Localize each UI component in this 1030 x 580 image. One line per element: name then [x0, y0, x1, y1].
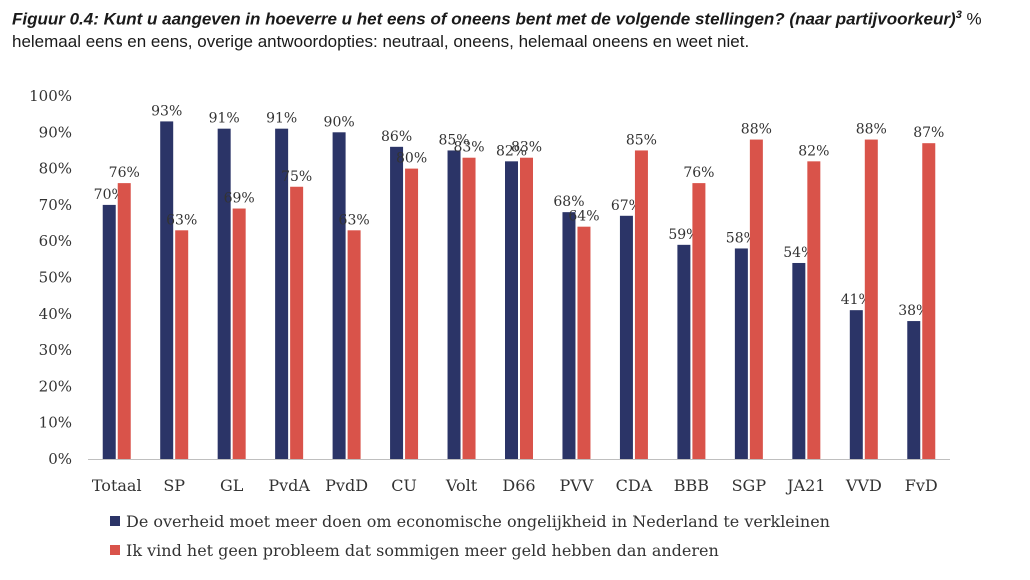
title-superscript: 3 [955, 9, 962, 21]
bar-series-2 [117, 183, 131, 459]
y-tick-label: 60% [39, 232, 72, 250]
data-label-series-1: 68% [553, 194, 584, 210]
y-tick-label: 70% [39, 196, 72, 214]
data-label-series-1: 58% [726, 230, 757, 246]
title-bold-text: Figuur 0.4: Kunt u aangeven in hoeverre … [12, 9, 956, 29]
bar-series-2 [749, 139, 763, 459]
data-label-series-1: 82% [496, 143, 527, 159]
chart-title: Figuur 0.4: Kunt u aangeven in hoeverre … [12, 4, 1012, 53]
data-label-series-2: 87% [913, 125, 944, 141]
bar-series-2 [232, 208, 246, 459]
data-label-series-2: 63% [166, 212, 197, 228]
data-label-series-1: 85% [438, 132, 469, 148]
bar-series-2 [290, 186, 304, 459]
bar-series-2 [577, 226, 591, 459]
data-label-series-2: 76% [683, 165, 714, 181]
bar-series-2 [864, 139, 878, 459]
bar-series-2 [634, 150, 648, 459]
x-category-label: SP [163, 476, 185, 495]
bar-series-1 [332, 132, 346, 460]
data-label-series-1: 41% [841, 292, 872, 308]
data-label-series-2: 83% [511, 140, 542, 156]
bar-series-1 [562, 212, 576, 459]
x-category-label: Totaal [92, 476, 142, 495]
bar-series-1 [619, 215, 633, 459]
x-category-label: GL [220, 476, 244, 495]
x-category-label: CU [391, 476, 417, 495]
bar-series-1 [734, 248, 748, 459]
y-tick-label: 40% [39, 305, 72, 323]
bar-series-2 [692, 183, 706, 459]
title-normal-text: % helemaal eens en eens, overige antwoor… [12, 9, 982, 51]
bar-series-2 [462, 157, 476, 459]
x-category-label: PVV [560, 476, 594, 495]
x-category-label: BBB [674, 476, 709, 495]
x-category-label: PvdA [268, 476, 310, 495]
x-category-label: SGP [732, 476, 767, 495]
data-label-series-2: 82% [798, 143, 829, 159]
data-label-series-2: 83% [453, 140, 484, 156]
data-label-series-1: 91% [209, 111, 240, 127]
y-tick-label: 90% [39, 123, 72, 141]
data-label-series-1: 54% [783, 245, 814, 261]
data-label-series-2: 76% [109, 165, 140, 181]
y-tick-label: 10% [39, 414, 72, 432]
data-label-series-1: 90% [324, 114, 355, 130]
data-label-series-1: 38% [898, 303, 929, 319]
data-label-series-1: 59% [668, 227, 699, 243]
data-label-series-2: 75% [281, 169, 312, 185]
data-label-series-2: 80% [396, 151, 427, 167]
legend-label-series-2: Ik vind het geen probleem dat sommigen m… [126, 541, 719, 560]
data-label-series-1: 86% [381, 129, 412, 145]
data-label-series-2: 64% [568, 209, 599, 225]
legend-swatch-series-1 [110, 516, 120, 526]
legend-swatch-series-2 [110, 545, 120, 555]
x-category-label: Volt [445, 476, 478, 495]
bar-series-1 [217, 128, 231, 460]
bar-series-2 [175, 230, 189, 459]
data-label-series-2: 88% [856, 122, 887, 138]
bar-series-1 [907, 321, 921, 459]
legend-label-series-1: De overheid moet meer doen om economisch… [126, 512, 830, 531]
bar-series-2 [347, 230, 361, 459]
x-category-label: JA21 [785, 476, 825, 495]
data-label-series-2: 69% [224, 191, 255, 207]
y-tick-label: 100% [29, 87, 72, 105]
x-category-label: VVD [845, 476, 882, 495]
x-category-label: D66 [502, 476, 535, 495]
x-category-label: FvD [905, 476, 938, 495]
bar-series-1 [505, 161, 518, 459]
y-tick-label: 50% [39, 269, 72, 287]
y-tick-label: 20% [39, 377, 72, 395]
bar-series-1 [447, 150, 461, 459]
bar-series-2 [922, 143, 936, 459]
data-label-series-2: 88% [741, 122, 772, 138]
bar-series-1 [102, 204, 116, 459]
bar-series-2 [405, 168, 419, 459]
bar-series-2 [520, 157, 533, 459]
x-category-label: PvdD [325, 476, 368, 495]
bar-series-1 [390, 146, 404, 459]
bar-series-1 [677, 244, 691, 459]
x-category-label: CDA [616, 476, 653, 495]
bar-series-1 [792, 262, 806, 459]
y-tick-label: 30% [39, 341, 72, 359]
data-label-series-1: 70% [94, 187, 125, 203]
data-label-series-1: 93% [151, 103, 182, 119]
data-label-series-1: 91% [266, 111, 297, 127]
y-tick-label: 80% [39, 160, 72, 178]
bar-series-2 [807, 161, 821, 459]
bar-series-1 [160, 121, 174, 459]
data-label-series-1: 67% [611, 198, 642, 214]
data-label-series-2: 85% [626, 132, 657, 148]
bar-series-1 [849, 310, 863, 459]
data-label-series-2: 63% [339, 212, 370, 228]
bar-series-1 [275, 128, 289, 460]
y-tick-label: 0% [48, 450, 72, 468]
